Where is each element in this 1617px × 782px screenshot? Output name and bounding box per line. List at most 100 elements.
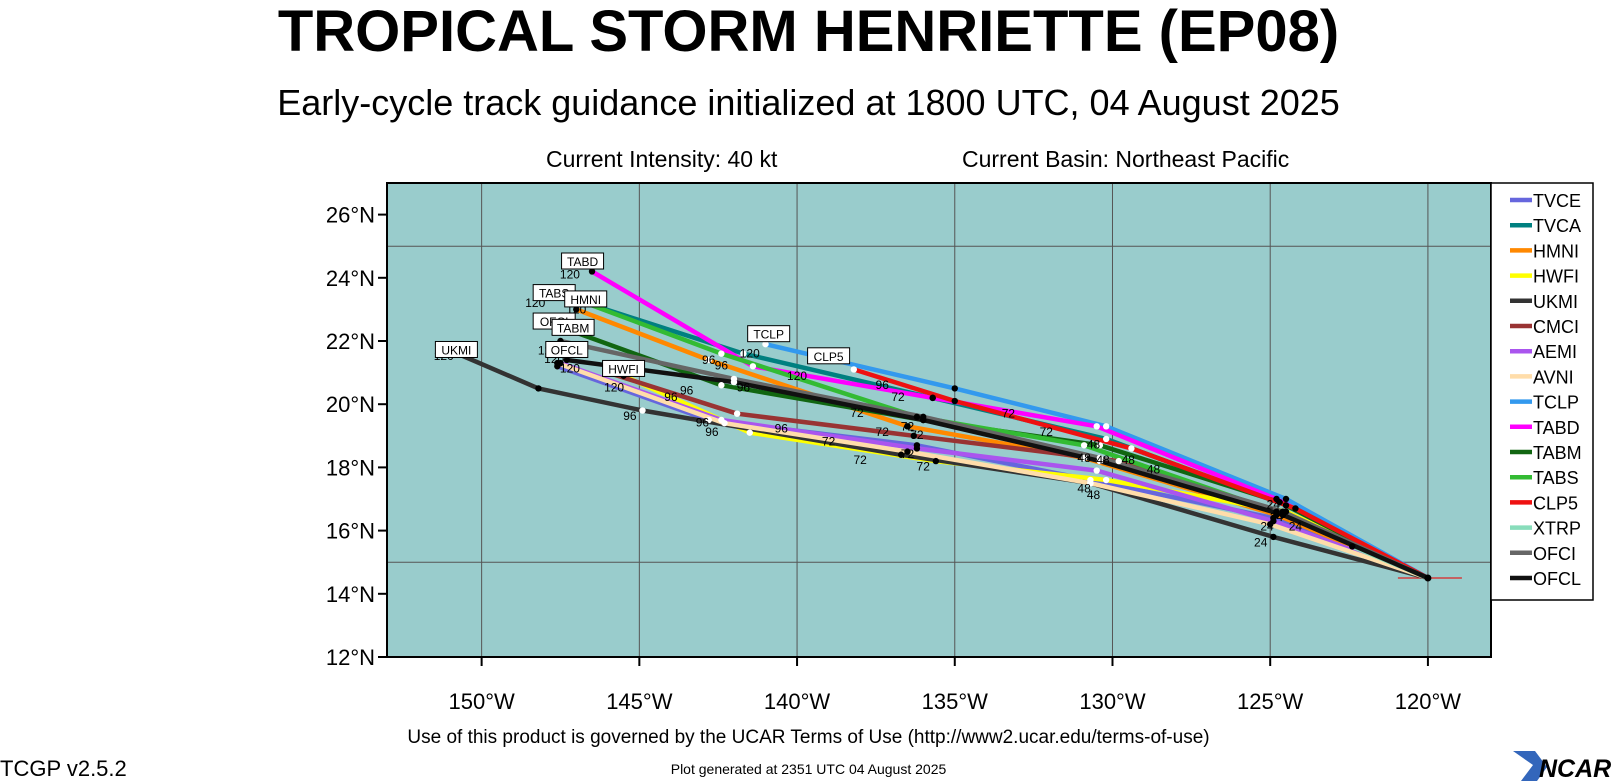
track-marker-tabs	[718, 350, 725, 357]
forecast-hour-label: 48	[1087, 437, 1101, 451]
forecast-hour-label: 96	[702, 353, 716, 367]
legend-entry-ofci: OFCI	[1510, 544, 1576, 564]
track-marker-hwfi	[1102, 476, 1110, 484]
track-marker-hmni	[1080, 454, 1088, 462]
track-marker-ofcl	[1096, 457, 1104, 465]
track-marker-tabd	[749, 363, 757, 370]
forecast-hour-label: 72	[901, 447, 915, 461]
y-tick-label: 26°N	[326, 203, 375, 228]
terms-of-use-text: Use of this product is governed by the U…	[407, 727, 1210, 748]
track-marker-tvca	[740, 350, 747, 357]
current-intensity: Current Intensity: 40 kt	[546, 146, 778, 172]
track-marker-tabs	[913, 413, 921, 421]
track-marker-tvca	[1102, 435, 1110, 443]
forecast-hour-label: 96	[775, 422, 789, 436]
track-marker-xtrp	[1349, 543, 1356, 550]
legend-label: CMCI	[1533, 317, 1579, 337]
legend-entry-aemi: AEMI	[1510, 342, 1577, 362]
legend-label: HMNI	[1533, 241, 1579, 261]
x-tick-label: 125°W	[1237, 689, 1304, 714]
forecast-hour-label: 72	[1002, 407, 1016, 421]
forecast-hour-label: 72	[850, 406, 864, 420]
track-marker-ukmi	[1270, 533, 1277, 541]
ncar-logo: NCAR	[1513, 751, 1611, 781]
legend-label: TABS	[1533, 468, 1579, 488]
model-end-label-box	[564, 290, 608, 308]
legend-label: AEMI	[1533, 342, 1577, 362]
forecast-hour-label: 24	[1289, 520, 1303, 534]
forecast-hour-label: 96	[705, 425, 719, 439]
ncar-logo-text: NCAR	[1539, 755, 1611, 781]
track-marker-avni	[904, 448, 911, 455]
model-end-label-text: TCLP	[753, 328, 784, 342]
legend-entry-xtrp: XTRP	[1510, 519, 1581, 539]
model-end-label-text: CLP5	[814, 350, 844, 364]
track-marker-clp5	[951, 397, 958, 405]
track-marker-tabs	[1273, 508, 1280, 515]
model-end-label: HWFI	[602, 359, 646, 377]
track-marker-clp5	[850, 366, 858, 373]
legend-label: TVCA	[1533, 216, 1581, 236]
forecast-hour-label: 96	[876, 378, 890, 392]
track-marker-hmni	[904, 423, 911, 430]
forecast-hour-label: 96	[680, 384, 694, 398]
forecast-hour-label: 96	[623, 409, 637, 423]
model-end-label: TABD	[561, 252, 605, 270]
track-marker-tabm	[1096, 442, 1104, 449]
model-end-label-box	[747, 325, 791, 343]
legend-entry-clp5: CLP5	[1510, 493, 1578, 513]
forecast-hour-label: 72	[1040, 425, 1054, 439]
y-tick-label: 14°N	[326, 582, 375, 607]
track-marker-tabd	[929, 394, 936, 402]
forecast-hour-label: 72	[901, 419, 915, 433]
legend-entry-tabs: TABS	[1510, 468, 1579, 488]
y-tick-label: 20°N	[326, 392, 375, 417]
legend-label: TABM	[1533, 443, 1582, 463]
model-end-label-text: HWFI	[608, 362, 639, 376]
legend-label: XTRP	[1533, 519, 1581, 539]
track-marker-tabs	[1080, 442, 1088, 449]
track-marker-hmni	[705, 356, 712, 364]
forecast-hour-label: 96	[737, 381, 751, 395]
x-tick-label: 150°W	[448, 689, 515, 714]
model-end-label: CLP5	[807, 347, 851, 365]
track-marker-hwfi	[932, 457, 940, 465]
forecast-hour-label: 72	[910, 428, 924, 442]
y-tick-label: 12°N	[326, 645, 375, 670]
model-end-label-box	[561, 252, 605, 270]
track-marker-clp5	[1128, 445, 1135, 452]
track-marker-hwfi	[746, 429, 753, 436]
model-end-label-box	[807, 347, 851, 365]
track-marker-cmci	[910, 432, 917, 439]
version-label: TCGP v2.5.2	[0, 756, 127, 781]
legend-label: OFCL	[1533, 569, 1581, 589]
forecast-hour-label: 72	[853, 453, 867, 467]
track-marker-ukmi	[639, 407, 646, 414]
track-marker-tabd	[588, 268, 596, 275]
track-marker-aemi	[913, 445, 921, 452]
track-marker-tvca	[1282, 502, 1290, 509]
legend-entry-ukmi: UKMI	[1510, 292, 1578, 312]
legend-label: UKMI	[1533, 292, 1578, 312]
forecast-hour-label: 24	[1267, 497, 1281, 511]
forecast-hour-label: 24	[1254, 535, 1268, 549]
legend-label: CLP5	[1533, 493, 1578, 513]
legend-entry-tabd: TABD	[1510, 418, 1580, 438]
legend-label: TABD	[1533, 418, 1580, 438]
forecast-hour-label: 72	[917, 460, 931, 474]
model-end-label-text: HMNI	[570, 293, 601, 307]
track-marker-avni	[1267, 521, 1274, 528]
model-end-label: HMNI	[564, 290, 608, 308]
track-marker-avni	[721, 419, 728, 427]
forecast-hour-label: 120	[740, 347, 760, 361]
track-line-ofci	[558, 338, 1431, 581]
model-end-label-box	[551, 318, 595, 336]
model-end-label-box	[602, 359, 646, 377]
forecast-hour-label: 96	[715, 358, 729, 372]
track-marker-ukmi	[897, 451, 905, 458]
track-marker-ofcl	[1279, 511, 1287, 518]
legend-entry-hmni: HMNI	[1510, 241, 1579, 261]
model-end-label: UKMI	[434, 340, 478, 358]
generated-timestamp: Plot generated at 2351 UTC 04 August 202…	[670, 761, 947, 777]
